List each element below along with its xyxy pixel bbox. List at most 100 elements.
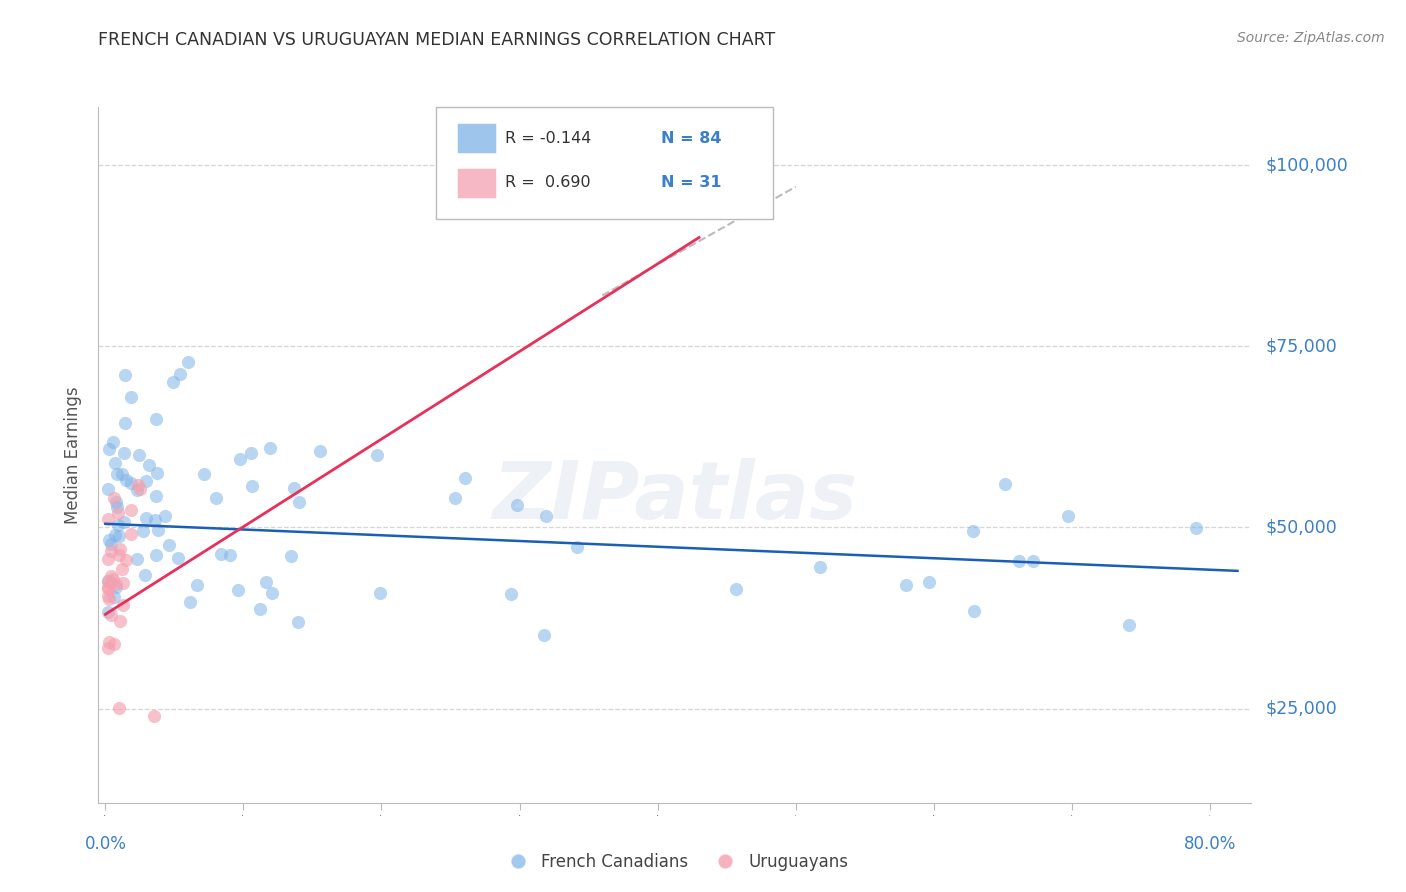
Point [107,506,129,520]
Point [107,529,129,543]
Point [145,411,167,425]
Text: $50,000: $50,000 [1265,518,1337,536]
Point [120,390,142,404]
Point [162,376,184,390]
Y-axis label: Median Earnings: Median Earnings [65,386,83,524]
Point [98,533,121,548]
Point [177,355,200,369]
Point [97,590,120,604]
Point [994,476,1017,491]
Point [120,502,142,516]
Text: $100,000: $100,000 [1265,156,1348,174]
Point [127,552,149,566]
Text: Source: ZipAtlas.com: Source: ZipAtlas.com [1237,31,1385,45]
Point [97,574,120,588]
Point [132,524,155,538]
Point [534,509,557,524]
Point [105,580,128,594]
Point [103,637,125,651]
Point [97,605,120,619]
Point [107,549,129,563]
Point [115,474,138,488]
Point [112,446,135,460]
Point [97,574,120,589]
Point [100,536,122,550]
Point [1185,521,1208,535]
Point [1118,617,1140,632]
Point [111,467,134,481]
Point [963,604,986,618]
Point [229,451,252,466]
Point [288,495,311,509]
Point [218,548,240,562]
Point [128,449,150,463]
Text: ZIPatlas: ZIPatlas [492,458,858,536]
Point [146,523,169,537]
Point [111,575,134,590]
Text: 80.0%: 80.0% [1184,836,1236,854]
Point [249,602,271,616]
Point [105,467,128,481]
Point [501,587,523,601]
Text: R = -0.144: R = -0.144 [505,131,591,145]
Point [962,524,984,539]
Text: $25,000: $25,000 [1265,699,1337,717]
Point [107,518,129,533]
Point [100,576,122,591]
Point [97,640,120,655]
Point [111,598,134,612]
Point [129,482,152,496]
Point [135,511,157,525]
Point [100,568,122,582]
Point [309,443,332,458]
Point [145,489,167,503]
Point [565,540,588,554]
Point [108,614,131,628]
Point [260,586,283,600]
Point [444,491,467,506]
Point [111,562,134,576]
Point [193,467,215,481]
Text: N = 84: N = 84 [661,131,721,145]
Point [169,367,191,381]
Point [808,560,831,574]
Legend: French Canadians, Uruguayans: French Canadians, Uruguayans [495,847,855,878]
Text: $75,000: $75,000 [1265,337,1337,355]
Point [104,528,127,542]
Point [114,416,136,430]
Point [186,577,208,591]
Point [103,491,125,505]
Point [101,572,124,586]
Text: N = 31: N = 31 [661,176,721,190]
Point [366,448,388,462]
Point [454,471,477,485]
Point [1008,554,1031,568]
Point [127,477,149,491]
Point [205,491,228,505]
Point [1021,553,1043,567]
Text: FRENCH CANADIAN VS URUGUAYAN MEDIAN EARNINGS CORRELATION CHART: FRENCH CANADIAN VS URUGUAYAN MEDIAN EARN… [98,31,776,49]
Point [146,466,169,480]
Point [1057,508,1080,523]
Point [101,435,124,450]
Point [280,549,302,564]
Point [167,551,190,566]
Point [287,615,309,629]
Point [179,595,201,609]
Point [97,581,120,595]
Point [112,516,135,530]
Point [896,578,918,592]
Point [145,549,167,563]
Point [108,701,131,715]
Point [240,479,263,493]
Point [115,552,138,566]
Point [368,586,391,600]
Point [240,446,263,460]
Point [135,475,157,489]
Point [283,481,305,495]
Point [97,483,120,497]
Point [97,591,120,606]
Point [104,456,127,470]
Point [143,514,166,528]
Point [103,591,125,605]
